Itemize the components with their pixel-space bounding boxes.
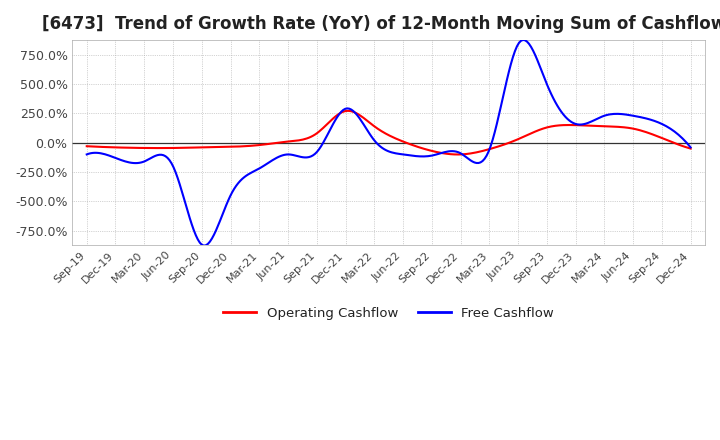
Legend: Operating Cashflow, Free Cashflow: Operating Cashflow, Free Cashflow [218,301,559,325]
Title: [6473]  Trend of Growth Rate (YoY) of 12-Month Moving Sum of Cashflows: [6473] Trend of Growth Rate (YoY) of 12-… [42,15,720,33]
